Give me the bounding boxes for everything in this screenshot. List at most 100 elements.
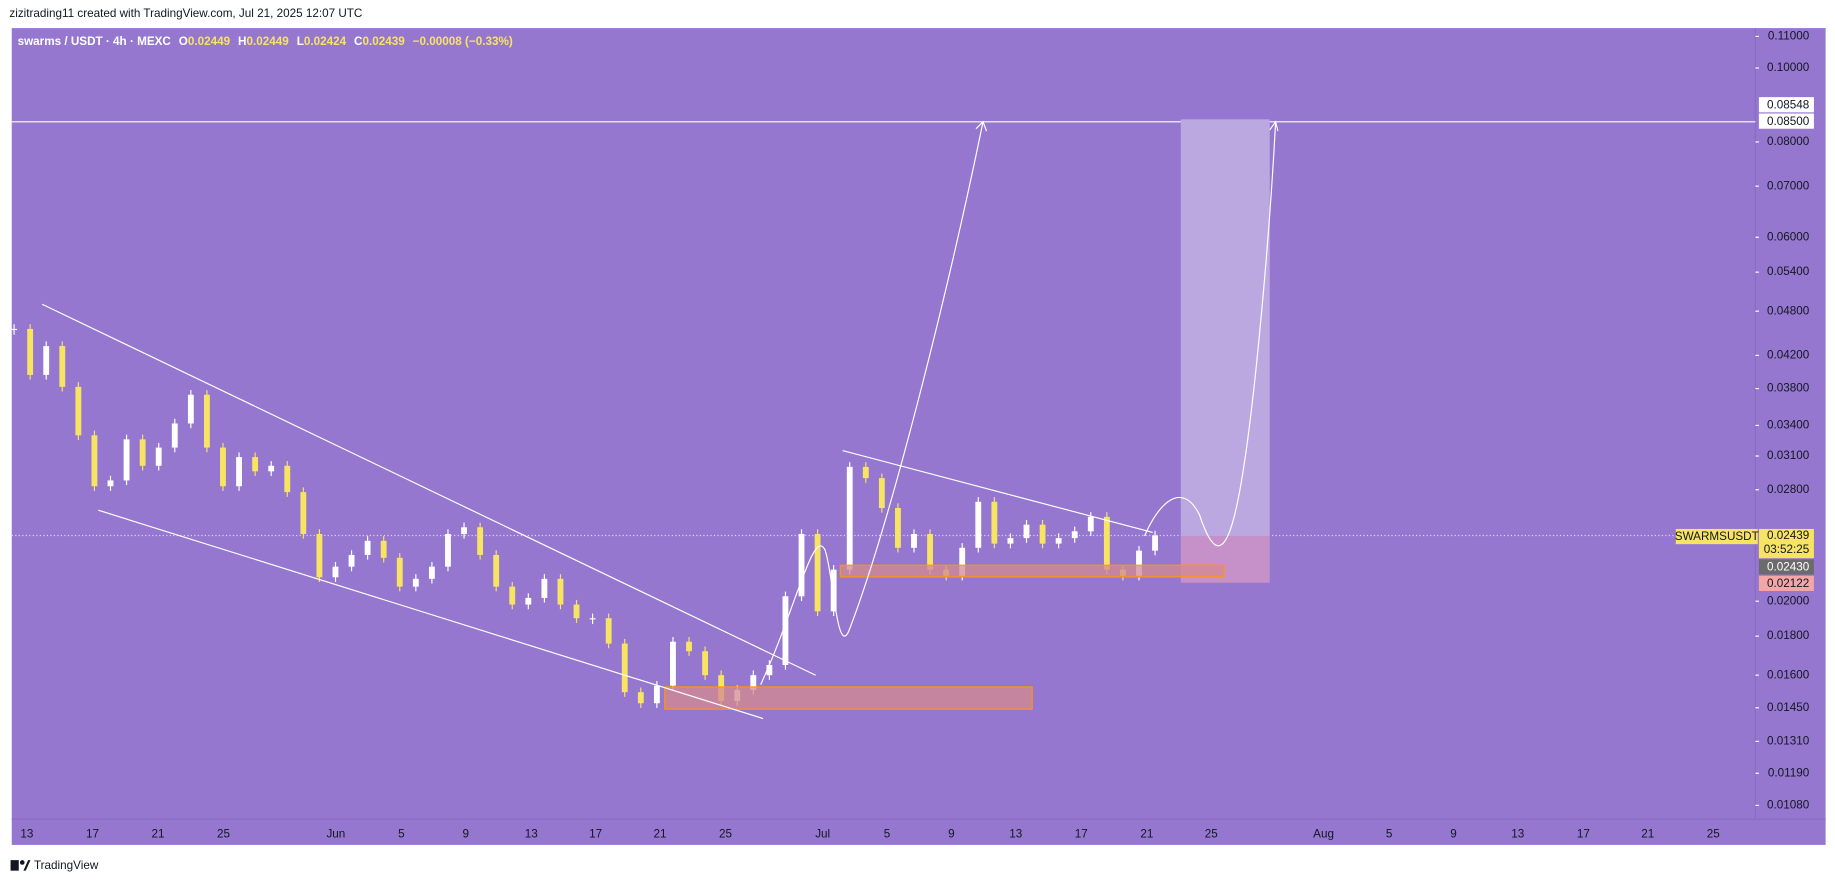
candle xyxy=(412,578,419,587)
x-tick-label: 13 xyxy=(20,827,33,840)
candle xyxy=(348,554,355,567)
y-tick-label: 0.06000 xyxy=(1767,230,1810,243)
header-text: zizitrading11 created with TradingView.c… xyxy=(9,7,362,20)
x-tick-label: 9 xyxy=(1450,827,1457,840)
candle xyxy=(573,604,580,619)
candle xyxy=(59,346,66,387)
x-tick-label: 17 xyxy=(589,827,602,840)
x-tick-label: 5 xyxy=(884,827,891,840)
candle xyxy=(525,597,532,605)
candle xyxy=(1087,516,1094,532)
level-label: 0.08500 xyxy=(1767,115,1810,128)
x-tick-label: 25 xyxy=(719,827,732,840)
x-tick-label: 5 xyxy=(1386,827,1393,840)
legend-value: 0.02449 xyxy=(188,35,231,48)
candle xyxy=(1152,535,1158,551)
candle xyxy=(428,566,435,579)
candle xyxy=(268,465,275,472)
candle xyxy=(927,533,934,570)
x-tick-label: 25 xyxy=(217,827,231,840)
projection-arrow xyxy=(760,121,984,685)
candle xyxy=(846,466,853,570)
legend-value: 0.02424 xyxy=(304,35,347,48)
candle xyxy=(814,533,821,612)
logo-mark xyxy=(19,860,25,865)
candle xyxy=(284,465,291,493)
y-tick-label: 0.03100 xyxy=(1767,449,1810,462)
y-tick-label: 0.01190 xyxy=(1768,766,1810,779)
logo-mark xyxy=(10,860,19,871)
last-price: 0.02439 xyxy=(1767,529,1809,542)
footer-brand: TradingView xyxy=(34,859,99,872)
arrow-head xyxy=(975,120,988,132)
candle xyxy=(605,618,612,644)
candle xyxy=(895,507,901,548)
legend-key: L xyxy=(297,35,304,48)
profit-zone xyxy=(1180,119,1270,536)
logo-mark xyxy=(23,860,31,871)
candle xyxy=(959,547,966,576)
y-tick-label: 0.10000 xyxy=(1767,61,1810,74)
legend-value: 0.02449 xyxy=(247,35,290,48)
x-tick-label: 9 xyxy=(948,827,955,840)
footer-logo: TradingView xyxy=(10,859,99,872)
candle xyxy=(236,457,242,487)
candle xyxy=(653,685,660,704)
label-box xyxy=(1758,528,1814,559)
candle xyxy=(798,533,805,597)
x-tick-label: 13 xyxy=(1511,827,1524,840)
projection-arrow xyxy=(1143,121,1277,547)
label-box xyxy=(1758,113,1814,129)
price-labels: 0.08548 0.08500 SWARMSUSDT 0.02439 03:52… xyxy=(1675,97,1814,591)
symbol-label: SWARMSUSDT xyxy=(1675,530,1759,543)
plot-background xyxy=(11,28,1826,845)
label-box xyxy=(1758,559,1814,575)
candle xyxy=(43,346,50,375)
candle xyxy=(509,586,516,605)
y-tick-label: 0.04800 xyxy=(1767,304,1810,317)
x-tick-label: Jul xyxy=(815,827,830,840)
candle xyxy=(477,527,484,555)
x-tick-label: 5 xyxy=(398,827,405,840)
annotations xyxy=(41,119,1279,720)
candle xyxy=(975,501,982,548)
candle xyxy=(139,439,146,466)
candle xyxy=(991,501,998,544)
x-tick-label: 13 xyxy=(525,827,538,840)
x-tick-label: Aug xyxy=(1313,827,1334,840)
candle xyxy=(1055,538,1062,544)
candle xyxy=(187,394,194,424)
y-tick-label: 0.01080 xyxy=(1767,798,1810,811)
x-tick-label: 13 xyxy=(1009,827,1022,840)
candle xyxy=(445,533,451,567)
x-tick-label: 25 xyxy=(1205,827,1219,840)
y-tick-label: 0.01310 xyxy=(1767,735,1810,748)
y-tick-label: 0.07000 xyxy=(1767,179,1810,192)
candle xyxy=(316,533,323,578)
candle xyxy=(203,394,210,448)
x-tick-label: 21 xyxy=(654,827,667,840)
candle xyxy=(364,540,371,555)
candle xyxy=(493,554,500,587)
candle xyxy=(75,386,82,436)
candle xyxy=(461,527,467,534)
support-zone xyxy=(839,564,1225,578)
candle xyxy=(252,457,259,472)
label-box xyxy=(1758,97,1814,113)
x-tick-label: 21 xyxy=(152,827,165,840)
candle xyxy=(589,618,596,620)
y-tick-label: 0.03800 xyxy=(1767,382,1810,395)
candle xyxy=(830,569,837,612)
candle xyxy=(878,478,885,508)
candle xyxy=(27,328,34,375)
candle xyxy=(380,540,387,558)
y-tick-label: 0.02800 xyxy=(1767,483,1810,496)
candle xyxy=(91,435,98,487)
candle xyxy=(1039,524,1046,544)
candle xyxy=(332,566,339,578)
entry-label: 0.02430 xyxy=(1767,561,1810,574)
candle xyxy=(637,692,644,704)
candle xyxy=(766,664,773,676)
